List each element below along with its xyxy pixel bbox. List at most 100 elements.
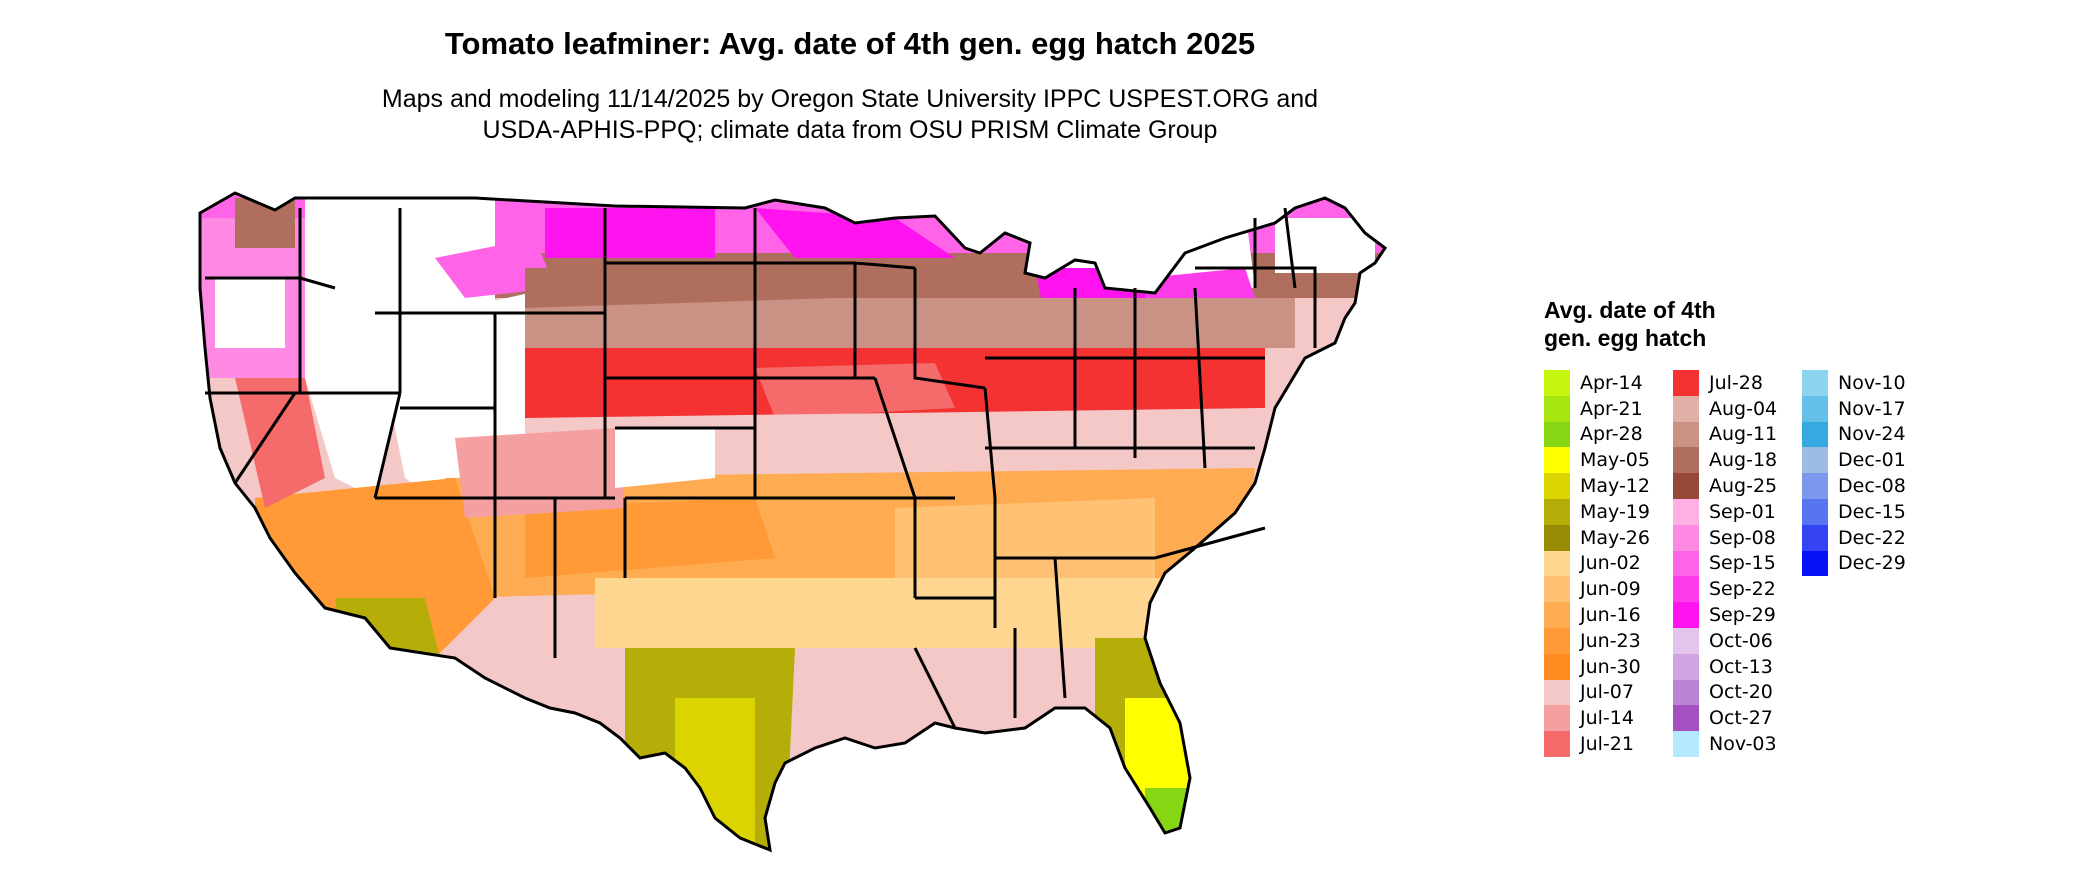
- legend-swatch: [1544, 627, 1570, 654]
- legend-label: Sep-22: [1709, 578, 1776, 601]
- legend-label: May-12: [1580, 475, 1650, 498]
- legend-label: Sep-01: [1709, 500, 1776, 523]
- legend-swatch: [1802, 473, 1828, 499]
- legend-item: Jun-23: [1544, 627, 1673, 654]
- legend-item: Jun-30: [1544, 653, 1673, 680]
- legend-swatch: [1673, 498, 1699, 525]
- legend-swatch: [1544, 550, 1570, 577]
- legend-label: Dec-01: [1838, 449, 1906, 472]
- legend-item: Sep-08: [1673, 524, 1802, 551]
- legend-label: Nov-24: [1838, 423, 1906, 446]
- legend-swatch: [1544, 705, 1570, 732]
- legend-item: Aug-11: [1673, 421, 1802, 448]
- legend-label: Nov-17: [1838, 397, 1906, 420]
- legend-swatch: [1673, 679, 1699, 706]
- legend-label: Dec-08: [1838, 475, 1906, 498]
- legend-swatch: [1802, 498, 1828, 525]
- us-degree-day-map: [198, 191, 1388, 853]
- legend-swatch: [1544, 602, 1570, 628]
- legend-swatch: [1673, 576, 1699, 603]
- legend-item: Jul-07: [1544, 679, 1673, 706]
- legend-swatch: [1544, 576, 1570, 603]
- legend-label: Oct-20: [1709, 681, 1773, 704]
- legend-item: Jun-02: [1544, 550, 1673, 577]
- legend-item: Apr-14: [1544, 370, 1673, 396]
- legend-label: Jun-30: [1580, 655, 1641, 678]
- legend-swatch: [1802, 370, 1828, 396]
- legend-label: Dec-15: [1838, 500, 1906, 523]
- legend-column: Apr-14 Apr-21 Apr-28 May-05 May-12 May-19 May-…: [1544, 370, 1673, 757]
- legend-swatch: [1673, 653, 1699, 680]
- legend-item: Dec-22: [1802, 524, 1931, 551]
- legend-columns: Apr-14 Apr-21 Apr-28 May-05 May-12 May-19 May-…: [1544, 370, 1931, 757]
- legend-swatch: [1802, 550, 1828, 577]
- legend-item: Dec-15: [1802, 498, 1931, 525]
- legend-label: Jul-07: [1580, 681, 1634, 704]
- legend-item: Aug-04: [1673, 395, 1802, 422]
- legend-label: Aug-04: [1709, 397, 1778, 420]
- legend-swatch: [1673, 473, 1699, 499]
- legend-swatch: [1544, 370, 1570, 396]
- legend-label: Jun-02: [1580, 552, 1641, 575]
- legend-swatch: [1673, 705, 1699, 732]
- legend-label: Oct-27: [1709, 707, 1773, 730]
- legend-swatch: [1544, 395, 1570, 422]
- legend-label: Sep-15: [1709, 552, 1776, 575]
- legend-label: Jun-16: [1580, 604, 1641, 627]
- legend-swatch: [1544, 473, 1570, 499]
- state-borders: [198, 191, 1388, 853]
- legend-label: Aug-18: [1709, 449, 1778, 472]
- legend-swatch: [1673, 421, 1699, 448]
- legend-label: Apr-21: [1580, 397, 1643, 420]
- map-subtitle: Maps and modeling 11/14/2025 by Oregon S…: [0, 84, 1700, 146]
- legend-label: May-05: [1580, 449, 1650, 472]
- legend-label: Sep-08: [1709, 526, 1776, 549]
- legend-label: Oct-13: [1709, 655, 1773, 678]
- legend-item: Jul-21: [1544, 731, 1673, 757]
- legend-label: Jun-09: [1580, 578, 1641, 601]
- legend-swatch: [1802, 421, 1828, 448]
- legend-swatch: [1544, 421, 1570, 448]
- legend-item: Oct-13: [1673, 653, 1802, 680]
- legend-label: Jul-21: [1580, 733, 1634, 756]
- legend-item: Nov-17: [1802, 395, 1931, 422]
- legend-swatch: [1544, 498, 1570, 525]
- legend-item: Jun-09: [1544, 576, 1673, 603]
- legend-swatch: [1544, 653, 1570, 680]
- legend-swatch: [1544, 679, 1570, 706]
- legend-label: May-19: [1580, 500, 1650, 523]
- legend-item: May-26: [1544, 524, 1673, 551]
- legend-swatch: [1673, 627, 1699, 654]
- legend-label: Apr-14: [1580, 371, 1643, 394]
- legend-swatch: [1673, 550, 1699, 577]
- legend-item: Sep-22: [1673, 576, 1802, 603]
- legend-item: Dec-08: [1802, 473, 1931, 499]
- legend-item: Oct-06: [1673, 627, 1802, 654]
- legend-item: Apr-21: [1544, 395, 1673, 422]
- subtitle-line-1: Maps and modeling 11/14/2025 by Oregon S…: [381, 85, 1319, 113]
- subtitle-line-2: USDA-APHIS-PPQ; climate data from OSU PR…: [482, 116, 1218, 144]
- legend-swatch: [1544, 731, 1570, 757]
- legend-swatch: [1544, 524, 1570, 551]
- legend-item: Nov-24: [1802, 421, 1931, 448]
- legend-swatch: [1673, 602, 1699, 628]
- legend-label: May-26: [1580, 526, 1650, 549]
- legend-label: Aug-11: [1709, 423, 1778, 446]
- legend-item: Aug-18: [1673, 447, 1802, 474]
- legend-swatch: [1673, 447, 1699, 474]
- legend-label: Apr-28: [1580, 423, 1643, 446]
- legend-item: Oct-27: [1673, 705, 1802, 732]
- legend-item: Sep-01: [1673, 498, 1802, 525]
- map-title: Tomato leafminer: Avg. date of 4th gen. …: [444, 26, 1256, 61]
- legend-swatch: [1544, 447, 1570, 474]
- legend-item: Aug-25: [1673, 473, 1802, 499]
- legend-swatch: [1673, 370, 1699, 396]
- legend-label: Sep-29: [1709, 604, 1776, 627]
- legend-column: Jul-28 Aug-04 Aug-11 Aug-18 Aug-25 Sep-01 Sep-…: [1673, 370, 1802, 757]
- legend-item: May-19: [1544, 498, 1673, 525]
- legend-swatch: [1673, 731, 1699, 757]
- legend-label: Oct-06: [1709, 629, 1773, 652]
- legend-label: Dec-29: [1838, 552, 1906, 575]
- legend-swatch: [1673, 395, 1699, 422]
- legend-swatch: [1802, 395, 1828, 422]
